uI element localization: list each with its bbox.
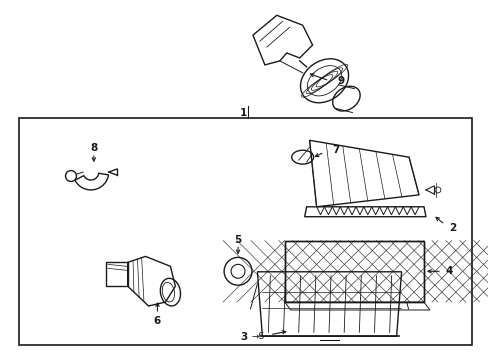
Text: 5: 5	[234, 234, 241, 244]
Bar	[105, 262, 127, 286]
Text: 4: 4	[445, 266, 452, 276]
Text: 2: 2	[448, 222, 455, 233]
Bar	[19, 118, 471, 345]
Bar	[284, 240, 423, 302]
Bar	[284, 240, 423, 302]
Text: 8: 8	[90, 143, 97, 153]
Text: 3: 3	[240, 332, 247, 342]
Text: →S: →S	[251, 332, 264, 341]
Text: 1: 1	[239, 108, 246, 117]
Text: 7: 7	[332, 145, 339, 155]
Text: 9: 9	[337, 76, 344, 86]
Text: 6: 6	[154, 316, 161, 326]
